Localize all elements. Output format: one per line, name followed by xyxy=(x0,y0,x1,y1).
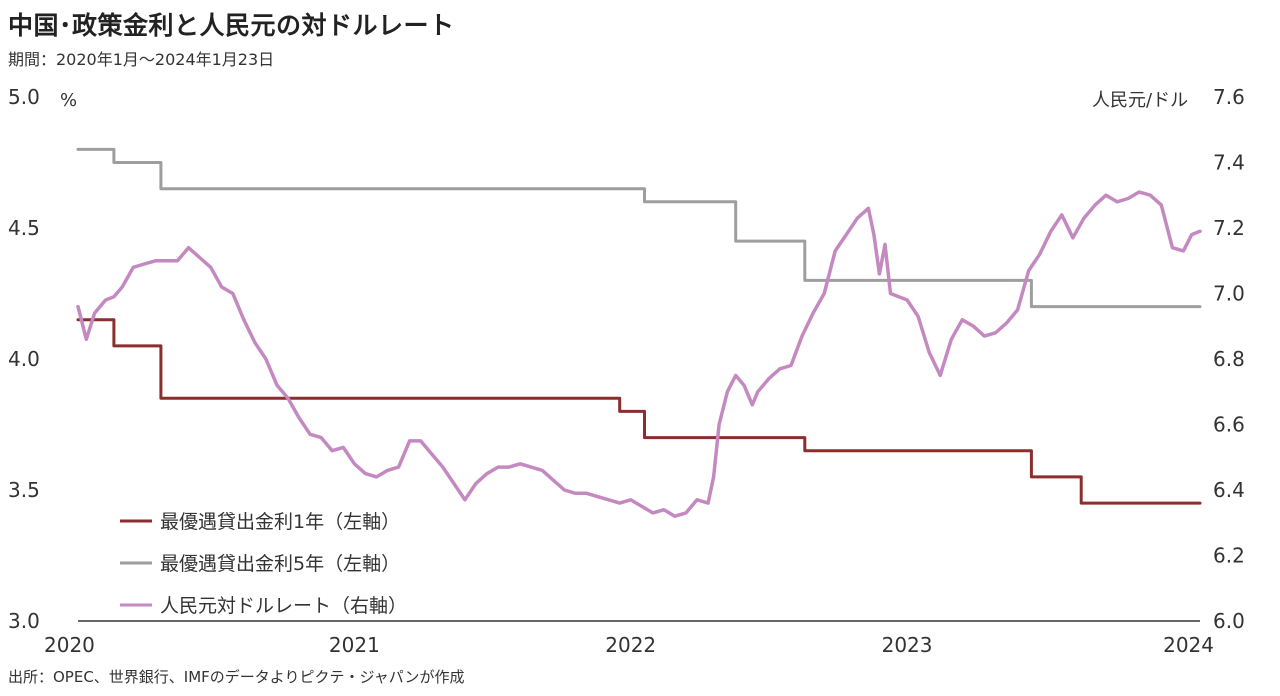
right-tick-label-8: 7.6 xyxy=(1213,85,1245,109)
tick-labels: 3.0 3.5 4.0 4.5 5.0 6.0 6.2 6.4 6.6 6.8 7.0 7.2 7.4 7… xyxy=(8,85,1245,657)
x-tick-label-0: 2020 xyxy=(44,633,95,657)
chart-subtitle: 期間：2020年1月～2024年1月23日 xyxy=(8,50,275,69)
right-tick-label-0: 6.0 xyxy=(1213,609,1245,633)
left-tick-label-1: 3.5 xyxy=(8,478,40,502)
x-tick-label-4: 2024 xyxy=(1163,633,1214,657)
legend-label-2: 人民元対ドルレート（右軸） xyxy=(160,595,407,617)
x-tick-label-1: 2021 xyxy=(329,633,380,657)
x-tick-label-2: 2022 xyxy=(605,633,656,657)
right-tick-label-2: 6.4 xyxy=(1213,478,1245,502)
right-unit-label: 人民元/ドル xyxy=(1092,90,1188,111)
series-line-2 xyxy=(76,190,1202,518)
right-tick-label-1: 6.2 xyxy=(1213,544,1245,568)
right-tick-label-7: 7.4 xyxy=(1213,151,1245,175)
left-tick-label-2: 4.0 xyxy=(8,347,40,371)
left-unit-label: % xyxy=(60,90,77,111)
page-title: 中国･政策金利と人民元の対ドルレート xyxy=(8,11,455,40)
right-tick-label-5: 7.0 xyxy=(1213,282,1245,306)
series-group xyxy=(76,147,1202,518)
legend-label-1: 最優遇貸出金利5年（左軸） xyxy=(160,553,400,575)
right-tick-label-4: 6.8 xyxy=(1213,347,1245,371)
legend-label-0: 最優遇貸出金利1年（左軸） xyxy=(160,511,400,533)
x-tick-label-3: 2023 xyxy=(882,633,933,657)
left-tick-label-0: 3.0 xyxy=(8,609,40,633)
left-tick-label-3: 4.5 xyxy=(8,216,40,240)
right-tick-label-6: 7.2 xyxy=(1213,216,1245,240)
series-line-1 xyxy=(76,147,1202,309)
source-note: 出所：OPEC、世界銀行、IMFのデータよりピクテ・ジャパンが作成 xyxy=(8,668,465,686)
left-tick-label-4: 5.0 xyxy=(8,85,40,109)
right-tick-label-3: 6.6 xyxy=(1213,413,1245,437)
series-line-0 xyxy=(76,318,1202,505)
legend: 最優遇貸出金利1年（左軸） 最優遇貸出金利5年（左軸） 人民元対ドルレート（右軸） xyxy=(120,511,407,617)
